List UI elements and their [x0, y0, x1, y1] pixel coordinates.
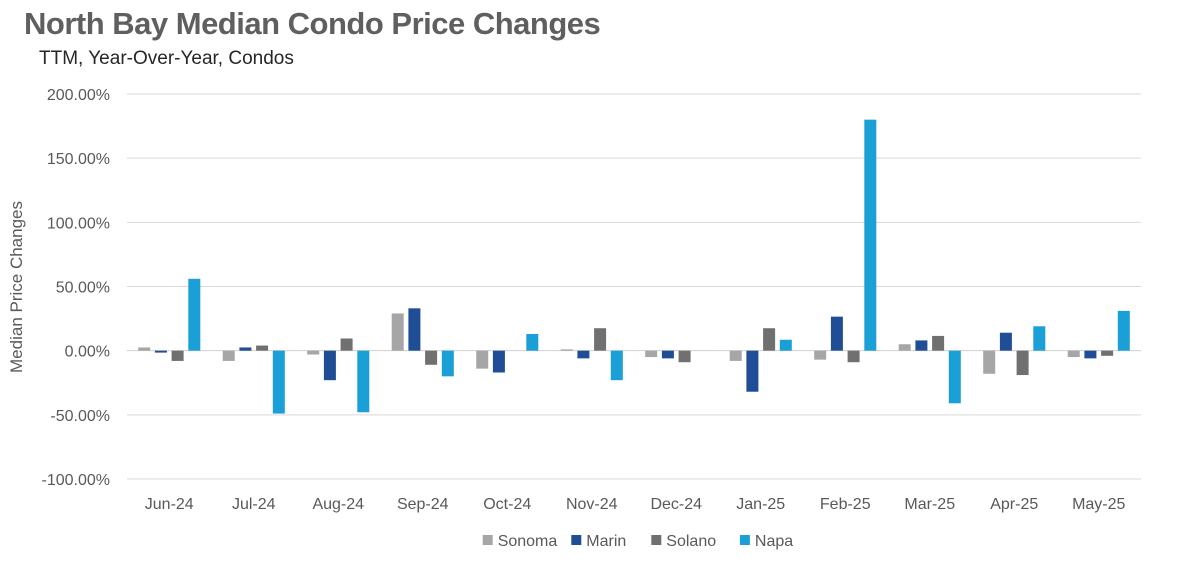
bar-marin-jul-24	[239, 347, 252, 351]
x-tick-label: May-25	[1072, 496, 1125, 513]
y-tick-label: 150.00%	[47, 151, 110, 168]
bar-sonoma-dec-24	[645, 350, 658, 358]
bar-solano-dec-24	[678, 350, 691, 363]
y-tick-label: 0.00%	[65, 344, 110, 361]
legend-item-marin: Marin	[571, 533, 626, 550]
legend-label: Marin	[586, 533, 626, 550]
bar-napa-feb-25	[864, 119, 877, 351]
y-tick-label: -100.00%	[42, 472, 111, 489]
bar-napa-jul-24	[272, 350, 285, 414]
legend-label: Sonoma	[498, 533, 558, 550]
bar-napa-aug-24	[357, 350, 370, 413]
legend-label: Napa	[755, 533, 793, 550]
x-tick-label: Jul-24	[232, 496, 276, 513]
bar-marin-aug-24	[323, 350, 336, 381]
bar-marin-oct-24	[492, 350, 505, 373]
bar-sonoma-nov-24	[560, 349, 573, 351]
bar-solano-nov-24	[594, 328, 607, 351]
y-tick-label: 50.00%	[56, 280, 110, 297]
bar-marin-jan-25	[746, 350, 759, 392]
bar-marin-nov-24	[577, 350, 590, 359]
bar-napa-mar-25	[948, 350, 961, 404]
bar-napa-jun-24	[188, 278, 201, 351]
bar-sonoma-may-25	[1067, 350, 1080, 358]
bar-napa-jan-25	[779, 339, 792, 351]
x-tick-label: Nov-24	[566, 496, 618, 513]
gridlines	[127, 93, 1141, 480]
x-tick-label: Sep-24	[397, 496, 449, 513]
legend-swatch	[651, 535, 662, 545]
bar-sonoma-jan-25	[729, 350, 742, 361]
bar-sonoma-mar-25	[898, 344, 911, 351]
bar-marin-apr-25	[999, 332, 1012, 351]
y-tick-label: -50.00%	[50, 408, 110, 425]
y-axis-ticks: 200.00% 150.00% 100.00% 50.00% 0.00% -50.00% -…	[42, 87, 111, 489]
bar-marin-may-25	[1084, 350, 1097, 359]
y-tick-label: 200.00%	[47, 87, 110, 104]
legend-item-solano: Solano	[651, 533, 716, 550]
bar-solano-jun-24	[171, 350, 184, 361]
bar-marin-mar-25	[915, 340, 928, 351]
bar-solano-aug-24	[340, 338, 353, 351]
bar-sonoma-jun-24	[138, 347, 151, 351]
bar-sonoma-sep-24	[391, 313, 404, 351]
bar-sonoma-oct-24	[476, 350, 489, 369]
bar-solano-jul-24	[256, 345, 269, 351]
bar-napa-oct-24	[526, 333, 539, 351]
bar-sonoma-apr-25	[983, 350, 996, 374]
bars	[138, 119, 1130, 414]
bar-marin-feb-25	[830, 316, 843, 351]
chart-subtitle: TTM, Year-Over-Year, Condos	[39, 48, 294, 69]
x-tick-label: Jun-24	[145, 496, 194, 513]
bar-napa-nov-24	[610, 350, 623, 381]
bar-sonoma-aug-24	[307, 350, 320, 355]
bar-marin-jun-24	[154, 350, 167, 353]
x-axis-ticks: Jun-24 Jul-24 Aug-24 Sep-24 Oct-24 Nov-24 Dec-…	[145, 496, 1126, 513]
bar-solano-mar-25	[932, 335, 945, 351]
bar-sonoma-jul-24	[222, 350, 235, 361]
y-tick-label: 100.00%	[47, 215, 110, 232]
bar-napa-may-25	[1117, 310, 1130, 351]
bar-napa-apr-25	[1033, 326, 1046, 351]
bar-solano-apr-25	[1016, 350, 1029, 376]
x-tick-label: Aug-24	[312, 496, 364, 513]
legend-item-napa: Napa	[739, 533, 793, 550]
bar-solano-may-25	[1101, 350, 1114, 356]
legend-swatch	[482, 535, 493, 545]
legend: Sonoma Marin Solano Napa	[482, 533, 793, 550]
bar-marin-sep-24	[408, 308, 421, 351]
bar-solano-jan-25	[763, 328, 776, 351]
legend-swatch	[571, 535, 582, 545]
bar-marin-dec-24	[661, 350, 674, 359]
x-tick-label: Dec-24	[650, 496, 702, 513]
bar-sonoma-feb-25	[814, 350, 827, 360]
x-tick-label: Jan-25	[736, 496, 785, 513]
bar-solano-feb-25	[847, 350, 860, 363]
bar-napa-sep-24	[441, 350, 454, 377]
legend-item-sonoma: Sonoma	[482, 533, 558, 550]
x-tick-label: Feb-25	[820, 496, 871, 513]
y-axis-title: Median Price Changes	[7, 201, 26, 373]
x-tick-label: Apr-25	[990, 496, 1038, 513]
legend-label: Solano	[666, 533, 716, 550]
chart-title: North Bay Median Condo Price Changes	[24, 6, 601, 41]
x-tick-label: Mar-25	[904, 496, 955, 513]
x-tick-label: Oct-24	[483, 496, 531, 513]
bar-solano-sep-24	[425, 350, 438, 365]
legend-swatch	[739, 535, 750, 545]
